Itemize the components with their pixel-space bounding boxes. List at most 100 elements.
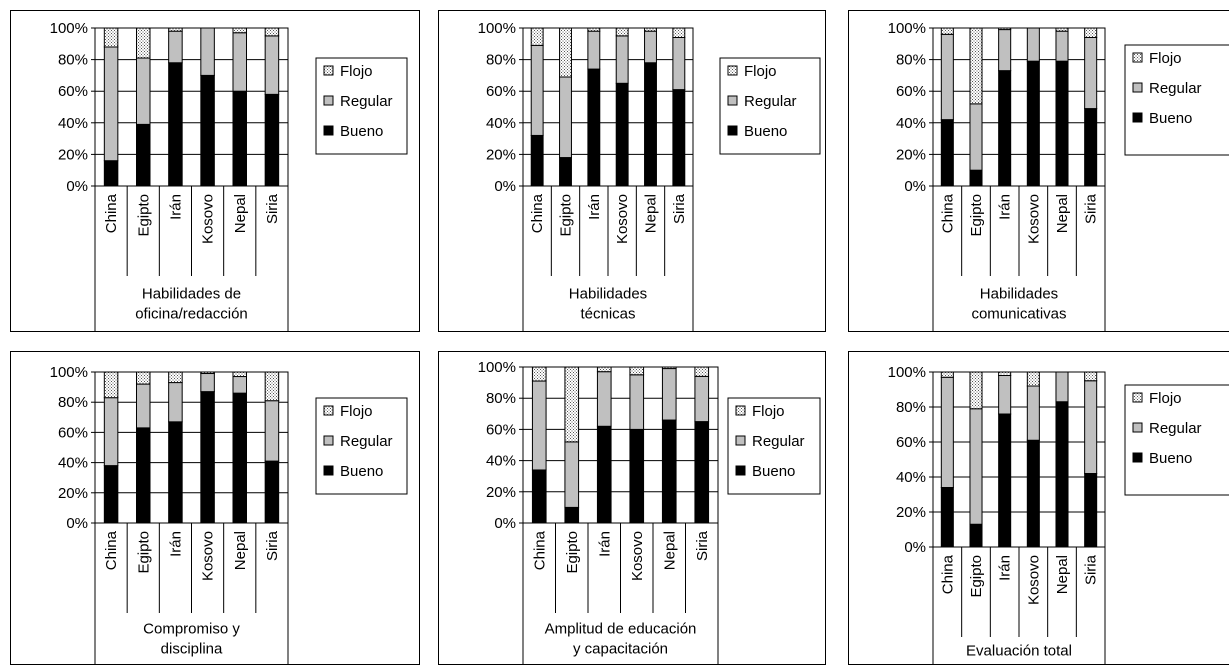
- bar-flojo-nepal: [644, 27, 657, 32]
- y-tick-label: 60%: [486, 421, 516, 438]
- x-tick-label: Nepal: [1054, 194, 1071, 233]
- chart-panel: 0% 20% 40% 60% 80% 100% China Egipto Irán Kosovo N…: [438, 10, 826, 332]
- legend-label-bueno: Bueno: [752, 463, 795, 480]
- x-tick-label: Egipto: [968, 555, 985, 598]
- bar-flojo-siria: [672, 27, 686, 38]
- y-tick-label: 60%: [896, 83, 926, 100]
- bar-regular-siria: [1084, 380, 1098, 474]
- y-tick-label: 0%: [66, 515, 88, 532]
- bar-bueno-china: [531, 469, 547, 524]
- bar-flojo-siria: [1084, 27, 1098, 38]
- legend-label-regular: Regular: [744, 93, 797, 110]
- chart-panel: 0% 20% 40% 60% 80% 100% China Egipto Irán Kosovo N…: [10, 10, 420, 332]
- x-tick-label: Nepal: [1054, 555, 1071, 594]
- legend-label-flojo: Flojo: [1149, 50, 1182, 67]
- legend-swatch-regular: [323, 435, 334, 446]
- legend-swatch-flojo: [323, 65, 334, 76]
- x-tick-label: China: [103, 530, 120, 570]
- bar-flojo-kosovo: [1026, 371, 1040, 387]
- bar-regular-irán: [998, 29, 1012, 72]
- bar-regular-irán: [998, 375, 1012, 415]
- x-tick-label: Siria: [671, 193, 688, 224]
- bar-regular-china: [530, 44, 544, 136]
- bar-bueno-egipto: [564, 506, 580, 524]
- y-tick-label: 60%: [896, 434, 926, 451]
- chart-frame: [848, 10, 1229, 332]
- x-tick-label: Kosovo: [1025, 194, 1042, 244]
- x-tick-label: Siria: [694, 530, 711, 561]
- bar-bueno-egipto: [135, 427, 151, 524]
- bar-regular-china: [940, 376, 954, 488]
- x-tick-label: Egipto: [135, 194, 152, 237]
- bar-flojo-irán: [168, 371, 183, 384]
- x-tick-label: Siria: [1083, 193, 1100, 224]
- bar-regular-egipto: [969, 103, 983, 171]
- legend-box: [315, 57, 408, 155]
- x-tick-label: Nepal: [643, 194, 660, 233]
- legend-label-regular: Regular: [340, 433, 393, 450]
- x-tick-label: Kosovo: [629, 531, 646, 581]
- chart-panel: 0% 20% 40% 60% 80% 100% China Egipto Irán Kosovo N…: [438, 351, 826, 665]
- x-tick-label: Kosovo: [1025, 555, 1042, 605]
- bar-regular-egipto: [135, 57, 151, 125]
- group-label: Evaluación total: [966, 643, 1072, 660]
- y-tick-label: 40%: [486, 453, 516, 470]
- y-tick-label: 80%: [58, 52, 88, 69]
- bar-regular-irán: [596, 371, 612, 427]
- bar-bueno-egipto: [559, 157, 572, 187]
- bar-flojo-irán: [168, 27, 183, 32]
- y-tick-label: 100%: [478, 20, 516, 37]
- chart-frame: [438, 10, 826, 332]
- bar-bueno-siria: [1084, 108, 1098, 187]
- legend-label-bueno: Bueno: [1149, 450, 1192, 467]
- plot-area: [94, 371, 289, 524]
- x-tick-label: China: [529, 193, 546, 233]
- x-tick-label: Irán: [167, 531, 184, 557]
- bar-bueno-siria: [694, 421, 710, 524]
- bar-regular-nepal: [1055, 30, 1069, 62]
- group-label: Compromiso y: [143, 621, 240, 638]
- bar-bueno-kosovo: [200, 391, 215, 524]
- legend-swatch-flojo: [735, 405, 746, 416]
- y-tick-label: 0%: [904, 178, 926, 195]
- y-tick-label: 20%: [486, 484, 516, 501]
- x-tick-label: China: [531, 530, 548, 570]
- legend-swatch-flojo: [323, 405, 334, 416]
- bar-flojo-irán: [596, 366, 612, 373]
- bar-flojo-china: [530, 27, 544, 46]
- legend-label-bueno: Bueno: [340, 463, 383, 480]
- x-tick-label: Egipto: [558, 194, 575, 237]
- x-tick-label: Kosovo: [614, 194, 631, 244]
- bar-bueno-irán: [998, 413, 1012, 548]
- legend-swatch-flojo: [1132, 52, 1143, 63]
- y-tick-label: 40%: [58, 115, 88, 132]
- bar-bueno-irán: [168, 421, 183, 524]
- group-label: y capacitación: [573, 641, 668, 658]
- bar-flojo-egipto: [135, 27, 151, 59]
- x-tick-label: Irán: [167, 194, 184, 220]
- bar-flojo-china: [940, 27, 954, 35]
- bar-flojo-china: [940, 371, 954, 378]
- bar-regular-egipto: [559, 76, 572, 159]
- bar-regular-kosovo: [629, 374, 645, 430]
- chart-frame: [10, 10, 420, 332]
- x-tick-label: Siria: [264, 530, 281, 561]
- bar-bueno-egipto: [969, 169, 983, 187]
- y-tick-label: 40%: [896, 115, 926, 132]
- legend-label-regular: Regular: [752, 433, 805, 450]
- bar-flojo-siria: [694, 366, 710, 377]
- bar-bueno-siria: [672, 89, 686, 187]
- y-tick-label: 20%: [896, 146, 926, 163]
- bar-regular-irán: [168, 30, 183, 64]
- bar-bueno-nepal: [661, 419, 677, 524]
- y-tick-label: 20%: [58, 485, 88, 502]
- y-tick-label: 0%: [494, 178, 516, 195]
- bar-flojo-egipto: [135, 371, 151, 385]
- legend-swatch-regular: [727, 95, 738, 106]
- chart-frame: [438, 351, 826, 665]
- bar-regular-siria: [672, 36, 686, 91]
- chart-frame: [848, 351, 1229, 665]
- legend-swatch-flojo: [727, 65, 738, 76]
- x-tick-label: China: [103, 193, 120, 233]
- legend-swatch-bueno: [323, 465, 334, 476]
